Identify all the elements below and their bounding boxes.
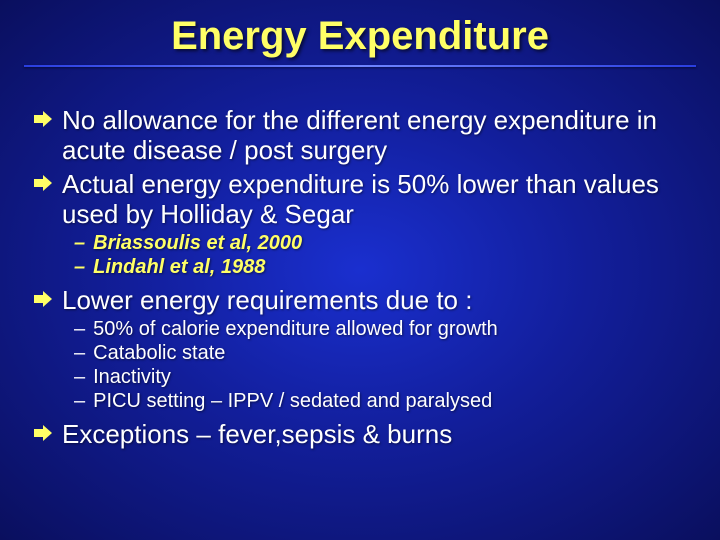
bullet-item: No allowance for the different energy ex… (34, 105, 686, 165)
slide: Energy Expenditure No allowance for the … (0, 0, 720, 540)
dash-icon: – (74, 317, 85, 341)
sub-bullet-item: –Lindahl et al, 1988 (74, 255, 686, 279)
sub-bullet-text: PICU setting – IPPV / sedated and paraly… (93, 389, 686, 413)
sub-bullet-text: Inactivity (93, 365, 686, 389)
bullet-text: Actual energy expenditure is 50% lower t… (62, 169, 686, 229)
arrow-right-icon (34, 291, 52, 307)
bullet-item: Exceptions – fever,sepsis & burns (34, 419, 686, 449)
spacer (34, 451, 686, 453)
arrow-right-icon (34, 111, 52, 127)
sub-bullet-item: –Briassoulis et al, 2000 (74, 231, 686, 255)
slide-title: Energy Expenditure (0, 0, 720, 59)
sub-bullet-item: –PICU setting – IPPV / sedated and paral… (74, 389, 686, 413)
reference-text: Lindahl et al, 1988 (93, 255, 686, 279)
bullet-text: Exceptions – fever,sepsis & burns (62, 419, 686, 449)
sub-bullet-text: Catabolic state (93, 341, 686, 365)
bullet-item: Lower energy requirements due to : (34, 285, 686, 315)
dash-icon: – (74, 255, 85, 279)
sub-bullet-text: 50% of calorie expenditure allowed for g… (93, 317, 686, 341)
dash-icon: – (74, 341, 85, 365)
reference-text: Briassoulis et al, 2000 (93, 231, 686, 255)
sub-bullet-item: –50% of calorie expenditure allowed for … (74, 317, 686, 341)
arrow-right-icon (34, 175, 52, 191)
bullet-text: Lower energy requirements due to : (62, 285, 686, 315)
dash-icon: – (74, 389, 85, 413)
bullet-text: No allowance for the different energy ex… (62, 105, 686, 165)
slide-content: No allowance for the different energy ex… (0, 67, 720, 453)
sub-bullet-item: –Catabolic state (74, 341, 686, 365)
sub-bullet-item: –Inactivity (74, 365, 686, 389)
dash-icon: – (74, 365, 85, 389)
dash-icon: – (74, 231, 85, 255)
bullet-item: Actual energy expenditure is 50% lower t… (34, 169, 686, 229)
title-text: Energy Expenditure (171, 14, 549, 58)
arrow-right-icon (34, 425, 52, 441)
